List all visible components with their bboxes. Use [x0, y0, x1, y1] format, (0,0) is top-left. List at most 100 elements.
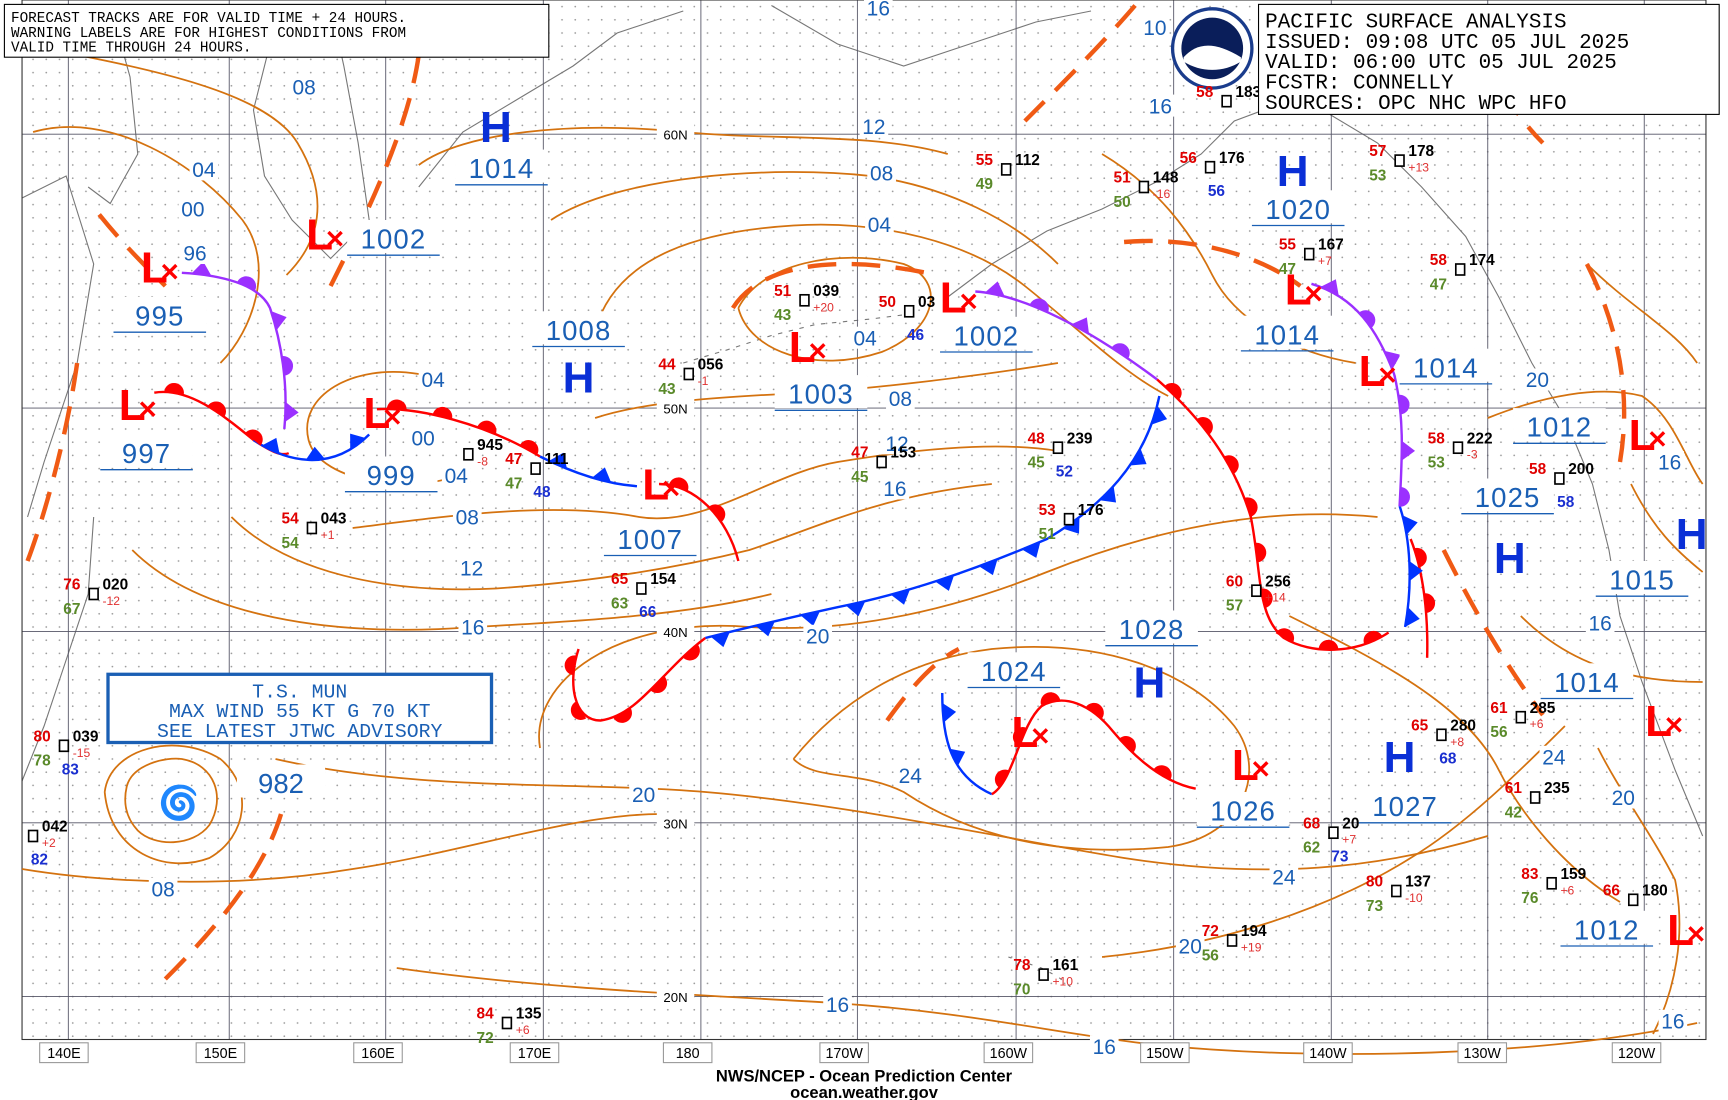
isobar-label-bg — [803, 624, 833, 647]
station-marker — [683, 367, 695, 381]
warm-front — [1409, 538, 1429, 658]
station-v: 56 — [1208, 183, 1226, 200]
station-marker — [1204, 160, 1216, 174]
station-p: 285 — [1530, 700, 1556, 717]
low-cross — [1379, 367, 1396, 383]
lat-label-bg — [656, 621, 695, 641]
station-td: 49 — [976, 176, 993, 193]
troughs — [25, 4, 1627, 981]
station-v: 68 — [1439, 750, 1457, 767]
isobar-label: 04 — [868, 214, 892, 237]
trough — [97, 213, 167, 288]
station-marker — [799, 293, 810, 307]
station-p: 135 — [516, 1006, 542, 1023]
isobar — [538, 513, 1378, 749]
cold-front-symbol — [1099, 486, 1117, 503]
pressure-label-bg — [347, 220, 440, 253]
station-td: 50 — [1114, 194, 1131, 211]
station-marker — [463, 447, 474, 461]
station-t: 58 — [1529, 461, 1547, 478]
warm-front-symbol — [1275, 628, 1295, 644]
station-t: 44 — [658, 357, 676, 374]
station-tend: -8 — [477, 454, 488, 468]
lat-label: 40N — [663, 625, 687, 640]
storm-line: T.S. MUN — [252, 681, 347, 703]
pressure-label: 1015 — [1609, 565, 1675, 596]
cold-front-symbol — [1321, 279, 1339, 296]
warm-front-symbol — [709, 504, 726, 522]
storm-pressure: 982 — [258, 768, 304, 799]
cold-front-symbol — [935, 575, 955, 591]
isobar-label-bg — [457, 556, 486, 579]
lon-label-bg — [1611, 1042, 1662, 1064]
low-symbol: L — [1629, 411, 1656, 460]
trough — [730, 261, 938, 310]
station-t: 55 — [976, 152, 994, 169]
station-tend: -16 — [1153, 187, 1171, 201]
station-t: 47 — [505, 451, 522, 468]
pressure-label-bg — [100, 434, 193, 468]
pressure-label-bg — [1560, 910, 1654, 944]
station-td: 47 — [1279, 261, 1296, 278]
fronts — [154, 261, 1436, 796]
pressure-label-bg — [940, 316, 1033, 350]
warm-front-symbol — [669, 477, 689, 491]
station-marker — [1328, 826, 1339, 840]
station-t: 61 — [1490, 700, 1508, 717]
cold-front-symbol — [985, 281, 1005, 297]
isobar-label: 20 — [1526, 369, 1549, 392]
lon-label-bg — [983, 1042, 1034, 1064]
coastline — [252, 5, 370, 260]
warm-front-symbol — [1244, 497, 1258, 517]
isobar — [1586, 263, 1704, 573]
station-t: 78 — [1013, 957, 1031, 974]
isobar-label-bg — [180, 242, 210, 264]
isobar-label-bg — [864, 0, 893, 19]
lon-label: 120W — [1618, 1046, 1656, 1062]
station-p: 239 — [1067, 430, 1093, 447]
coastline — [21, 175, 95, 518]
high-symbol: H — [1494, 534, 1526, 583]
warm-front-symbol — [1119, 736, 1136, 754]
station-marker — [1529, 791, 1541, 804]
cold-front-symbol — [1022, 541, 1041, 558]
warm-front-symbol — [613, 708, 632, 723]
isobar-label-bg — [865, 213, 894, 236]
station-tend: +7 — [1342, 833, 1356, 847]
station-tend: +7 — [1318, 254, 1332, 268]
lon-label: 180 — [676, 1046, 700, 1062]
low-symbol: L — [1285, 266, 1312, 315]
header-line: SOURCES: OPC NHC WPC HFO — [1265, 93, 1566, 116]
station-marker — [1251, 584, 1262, 598]
low-symbol: L — [363, 389, 390, 438]
lon-label-bg — [1457, 1042, 1508, 1064]
lat-label: 50N — [663, 402, 687, 417]
cold-front-symbol — [1401, 440, 1416, 461]
station-marker — [1052, 441, 1064, 455]
low-symbol: L — [1232, 741, 1259, 790]
warm-front — [376, 407, 541, 458]
isobar-label-bg — [1089, 1035, 1119, 1058]
station-p: 161 — [1052, 957, 1078, 974]
cold-front-symbol — [261, 437, 280, 455]
isobar-label: 16 — [867, 0, 890, 20]
isobar-label-bg — [178, 198, 208, 220]
station-td: 42 — [1505, 804, 1522, 821]
station-marker — [1546, 876, 1557, 890]
station-td: 62 — [1303, 840, 1320, 857]
pressure-label-bg — [1358, 787, 1452, 821]
isobar-label-bg — [880, 477, 910, 500]
station-marker — [1391, 884, 1402, 898]
station-marker — [1394, 154, 1405, 167]
low-cross — [1688, 926, 1704, 942]
station-t: 58 — [1430, 252, 1448, 269]
aleutians — [683, 312, 915, 364]
station-marker — [1063, 512, 1075, 526]
isobar — [737, 256, 932, 362]
isobar-label: 16 — [461, 617, 484, 640]
station-t: 53 — [1039, 502, 1057, 519]
station-v: 48 — [533, 484, 551, 501]
station-marker — [88, 587, 99, 601]
lat-label-bg — [656, 124, 695, 143]
isobar-label-bg — [1523, 368, 1552, 391]
